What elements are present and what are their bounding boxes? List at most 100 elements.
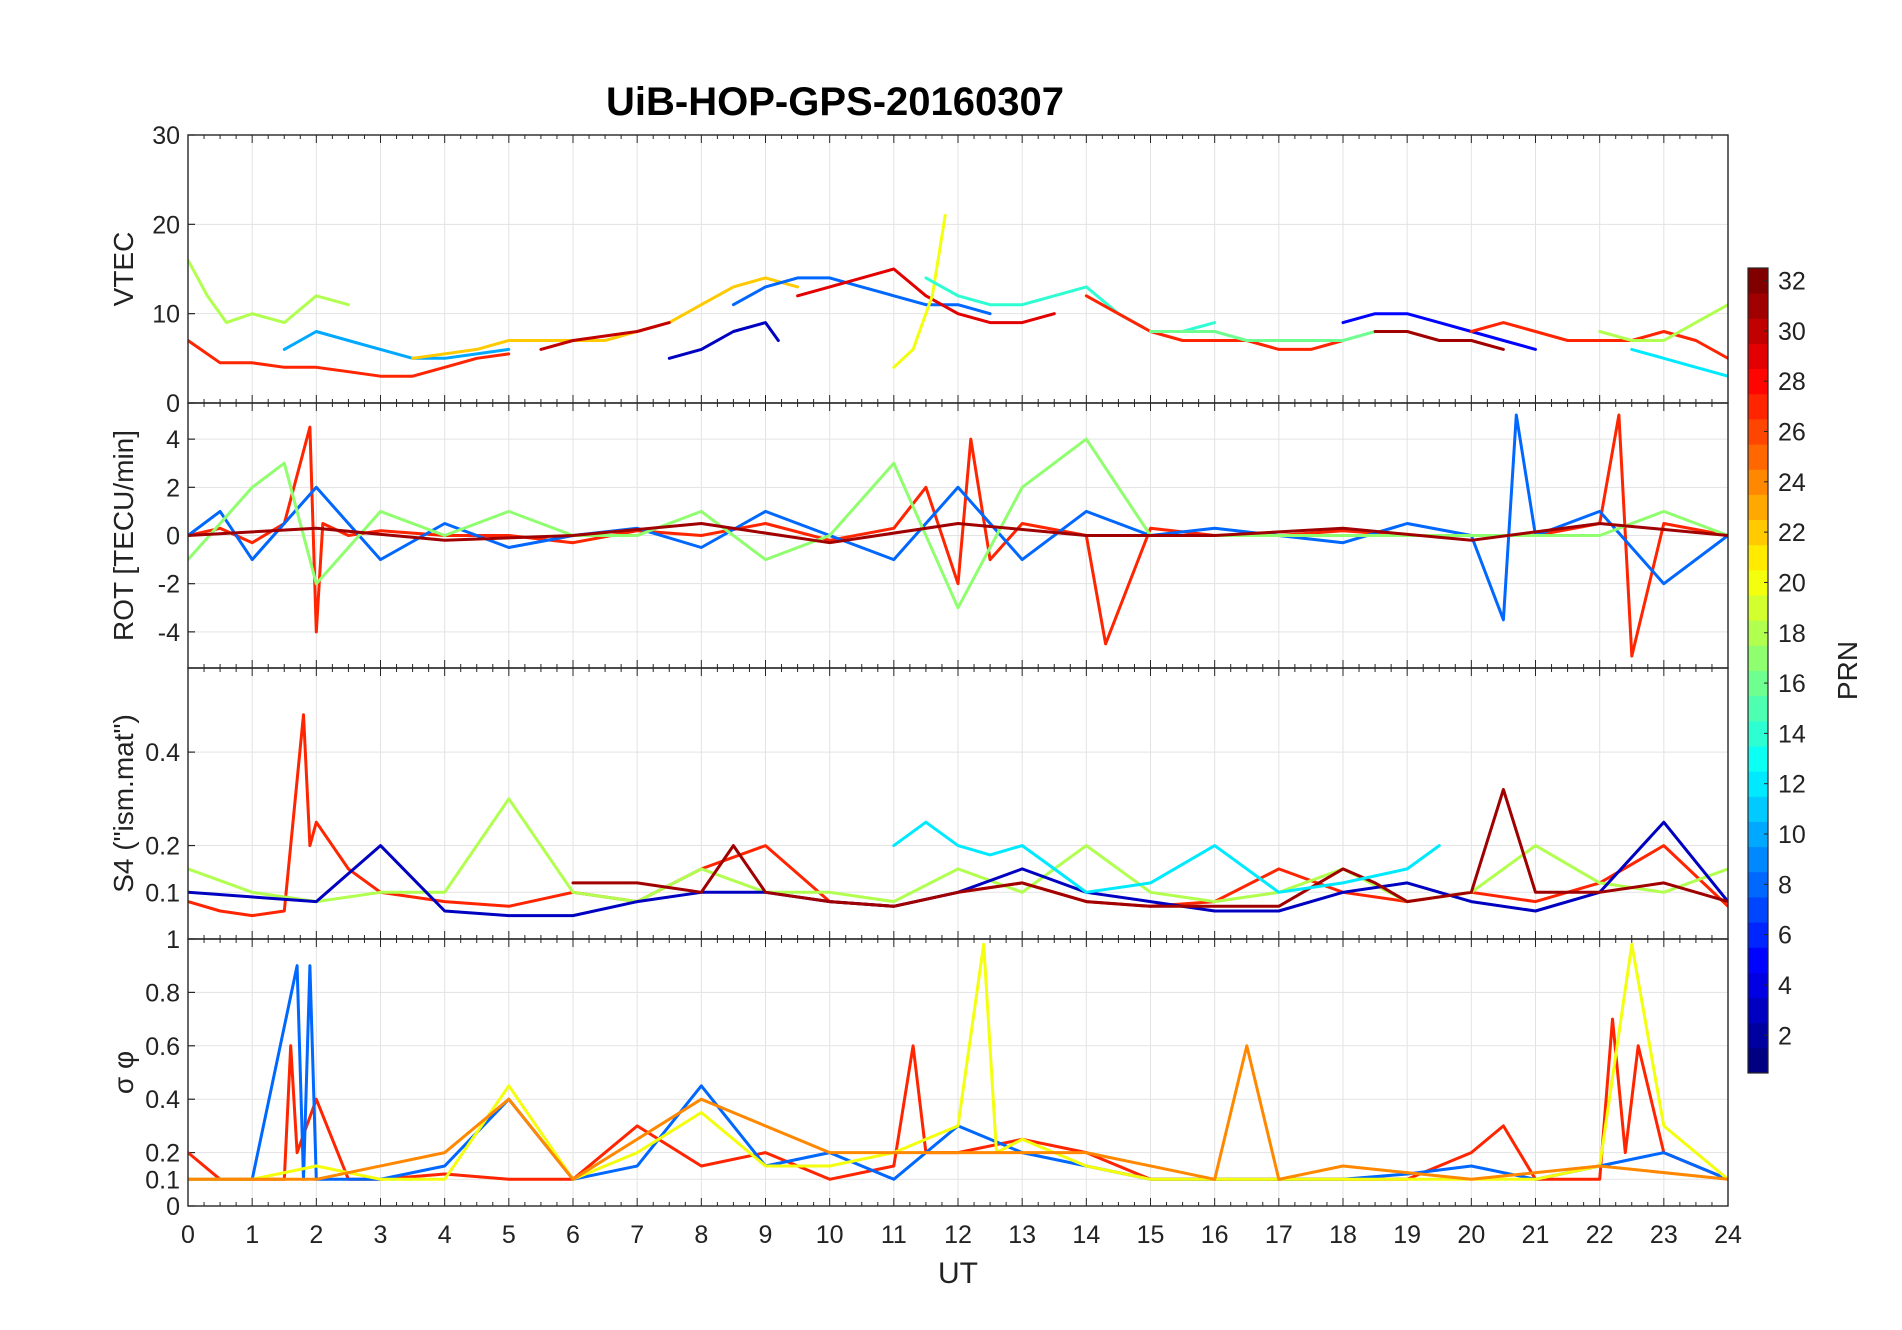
colorbar-swatch (1748, 972, 1768, 999)
colorbar-swatch (1748, 720, 1768, 747)
colorbar-swatch (1748, 947, 1768, 973)
colorbar-swatch (1748, 544, 1768, 571)
y-tick-label: -2 (158, 571, 180, 599)
colorbar-swatch (1748, 846, 1768, 873)
series-line-prn-27 (1084, 294, 1345, 351)
colorbar-swatch (1748, 293, 1768, 319)
panel-vtec: 0 10 20 30 VTEC (108, 122, 1729, 418)
series-line-prn-24 (188, 1044, 1728, 1181)
colorbar-tick-label: 28 (1778, 368, 1806, 396)
colorbar-tick-label: 18 (1778, 620, 1806, 648)
series-line-prn-29 (796, 267, 1056, 325)
colorbar-tick-label: 20 (1778, 569, 1806, 597)
colorbar-swatch (1748, 444, 1768, 470)
y-tick-label: 1 (166, 926, 180, 954)
colorbar-swatch (1748, 1047, 1768, 1074)
colorbar-swatch (1748, 393, 1768, 420)
series-line-prn-14 (924, 276, 1217, 333)
y-tick-label: 0.8 (145, 979, 180, 1007)
colorbar-tick-label: 12 (1778, 771, 1806, 799)
x-tick-label: 18 (1329, 1221, 1357, 1249)
series-line-prn-17 (188, 437, 1728, 610)
x-tick-label: 12 (944, 1221, 972, 1249)
y-axis-label: VTEC (108, 232, 139, 307)
y-tick-label: 20 (152, 211, 180, 239)
colorbar-tick-label: 10 (1778, 821, 1806, 849)
series-line-prn-8 (731, 276, 992, 316)
series-line-prn-12 (1630, 347, 1728, 378)
colorbar-swatch (1748, 318, 1768, 344)
x-tick-label: 6 (566, 1221, 580, 1249)
x-tick-label: 1 (245, 1221, 259, 1249)
x-tick-label: 17 (1265, 1221, 1293, 1249)
x-tick-label: 4 (438, 1221, 452, 1249)
colorbar-tick-label: 2 (1778, 1022, 1792, 1050)
x-tick-label: 24 (1714, 1221, 1742, 1249)
colorbar-swatch (1748, 871, 1768, 898)
series-line-prn-30 (539, 321, 671, 351)
series-line-prn-31 (571, 788, 1728, 908)
colorbar-tick-label: 8 (1778, 871, 1792, 899)
colorbar-frame (1747, 267, 1769, 1074)
series-line-prn-8 (188, 964, 1728, 1181)
colorbar-tick-label: 16 (1778, 670, 1806, 698)
series-line-prn-18 (188, 258, 350, 325)
x-tick-label: 8 (694, 1221, 708, 1249)
colorbar-swatch (1748, 469, 1768, 495)
colorbar-swatch (1748, 418, 1768, 445)
series-line-prn-3 (667, 321, 780, 360)
y-tick-label: 0.2 (145, 1140, 180, 1168)
x-tick-label: 2 (309, 1221, 323, 1249)
colorbar-swatch (1748, 569, 1768, 596)
x-tick-label: 5 (502, 1221, 516, 1249)
colorbar-swatch (1748, 494, 1768, 521)
y-tick-label: 0 (166, 1193, 180, 1221)
colorbar-swatch (1748, 645, 1768, 671)
colorbar-swatch (1748, 670, 1768, 697)
x-tick-label: 13 (1008, 1221, 1036, 1249)
y-axis-label: σ φ (108, 1051, 139, 1094)
series-line-prn-18 (1598, 303, 1728, 342)
series-line-prn-31 (1373, 330, 1505, 351)
y-tick-label: 0 (166, 523, 180, 551)
x-tick-label: 7 (630, 1221, 644, 1249)
series-line-prn-16 (1149, 330, 1409, 342)
y-tick-label: 0.4 (145, 1086, 180, 1114)
x-tick-label: 11 (881, 1221, 907, 1249)
x-axis-tick-labels: 0 1 2 3 4 5 6 7 8 9 10 11 12 13 14 15 16 17 18 19 20 21 22 23 24 (181, 1221, 1742, 1249)
panel-rot: -4 -2 0 2 4 ROT [TECU/min] (108, 402, 1729, 669)
axes-frame (187, 938, 1729, 1207)
series-line-prn-27 (1469, 321, 1728, 360)
colorbar-swatch (1748, 620, 1768, 646)
colorbar-swatch (1748, 268, 1768, 294)
y-tick-label: 0.1 (145, 879, 180, 907)
y-tick-label: 0.6 (145, 1033, 180, 1061)
series-group-s4 (188, 713, 1728, 918)
colorbar-tick-label: 14 (1778, 720, 1806, 748)
series-group-sigphi (188, 942, 1728, 1181)
panel-sigphi: 00.10.2 0.4 0.6 0.8 1 σ φ (108, 926, 1729, 1221)
colorbar-swatch (1748, 368, 1768, 395)
x-tick-label: 15 (1137, 1221, 1165, 1249)
series-group-rot (188, 413, 1728, 658)
x-tick-label: 10 (816, 1221, 844, 1249)
x-tick-label: 22 (1586, 1221, 1614, 1249)
series-line-prn-12 (892, 820, 1441, 894)
colorbar-tick-label: 6 (1778, 922, 1792, 950)
colorbar-swatch (1748, 1022, 1768, 1049)
colorbar-swatch (1748, 343, 1768, 370)
x-tick-label: 21 (1522, 1221, 1550, 1249)
y-tick-label: -4 (158, 619, 180, 647)
y-tick-label: 4 (166, 426, 180, 454)
series-line-prn-10 (282, 330, 511, 360)
y-tick-label: 0.2 (145, 833, 180, 861)
colorbar-swatch (1748, 796, 1768, 822)
colorbar-tick-label: 22 (1778, 519, 1806, 547)
colorbar-swatch (1748, 595, 1768, 621)
colorbar-swatch (1748, 771, 1768, 797)
x-tick-label: 3 (374, 1221, 388, 1249)
colorbar-tick-label: 32 (1778, 268, 1806, 296)
